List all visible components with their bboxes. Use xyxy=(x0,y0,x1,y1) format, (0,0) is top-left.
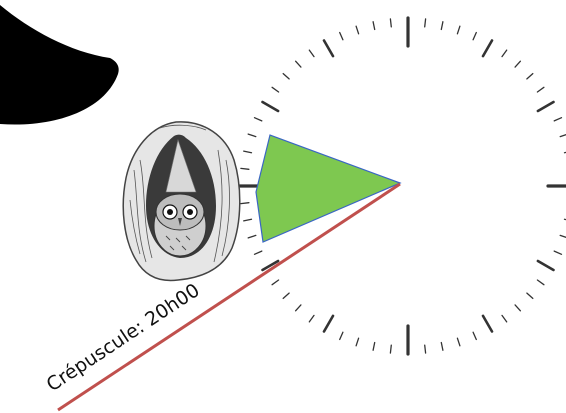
clock-minute-tick xyxy=(389,344,392,354)
clock-minute-tick xyxy=(240,202,250,205)
clock-minute-tick xyxy=(372,341,376,351)
clock-minute-tick xyxy=(501,314,508,323)
clock-minute-tick xyxy=(294,304,302,312)
clock-minute-tick xyxy=(282,72,290,80)
night-sector xyxy=(255,134,402,243)
clock-minute-tick xyxy=(526,72,534,80)
clock-minute-tick xyxy=(472,31,477,41)
clock-minute-tick xyxy=(339,331,344,341)
crescent-moon-icon xyxy=(0,5,119,125)
clock-hour-tick xyxy=(261,100,280,113)
clock-minute-tick xyxy=(271,279,280,286)
clock-hour-tick xyxy=(322,39,335,58)
dusk-line xyxy=(57,182,401,412)
clock-minute-tick xyxy=(424,344,427,354)
clock-minute-tick xyxy=(514,60,522,68)
clock-face-icon xyxy=(238,16,566,356)
clock-minute-tick xyxy=(247,234,257,239)
clock-minute-tick xyxy=(553,117,563,122)
clock-minute-tick xyxy=(247,133,257,138)
clock-minute-tick xyxy=(456,337,461,347)
clock-minute-tick xyxy=(282,292,290,300)
clock-minute-tick xyxy=(294,60,302,68)
clock-minute-tick xyxy=(514,304,522,312)
clock-hour-tick xyxy=(481,39,494,58)
clock-hour-tick xyxy=(322,314,335,333)
clock-minute-tick xyxy=(243,218,253,222)
clock-minute-tick xyxy=(243,150,253,154)
clock-hour-tick xyxy=(536,259,555,272)
clock-minute-tick xyxy=(308,314,315,323)
clock-minute-tick xyxy=(501,49,508,58)
clock-minute-tick xyxy=(240,167,250,170)
clock-minute-tick xyxy=(424,18,427,28)
clock-minute-tick xyxy=(526,292,534,300)
clock-minute-tick xyxy=(271,86,280,93)
clock-minute-tick xyxy=(553,250,563,255)
clock-minute-tick xyxy=(536,279,545,286)
clock-hour-tick xyxy=(261,259,280,272)
owl-head xyxy=(155,193,205,231)
clock-minute-tick xyxy=(440,341,444,351)
clock-minute-tick xyxy=(355,25,360,35)
clock-minute-tick xyxy=(308,49,315,58)
clock-minute-tick xyxy=(389,18,392,28)
clock-minute-tick xyxy=(440,21,444,31)
clock-minute-tick xyxy=(456,25,461,35)
dusk-label: Crépuscule: 20h00 xyxy=(43,279,204,396)
clock-minute-tick xyxy=(355,337,360,347)
clock-hour-tick xyxy=(481,314,494,333)
clock-minute-tick xyxy=(559,134,566,138)
clock-minute-tick xyxy=(536,86,545,93)
clock-minute-tick xyxy=(472,331,477,341)
clock-minute-tick xyxy=(253,250,263,255)
clock-minute-tick xyxy=(339,31,344,41)
clock-minute-tick xyxy=(253,117,263,122)
clock-minute-tick xyxy=(372,21,376,31)
clock-minute-tick xyxy=(559,234,566,238)
owl-in-tree-hollow-icon xyxy=(122,121,241,282)
clock-hour-tick xyxy=(536,100,555,113)
